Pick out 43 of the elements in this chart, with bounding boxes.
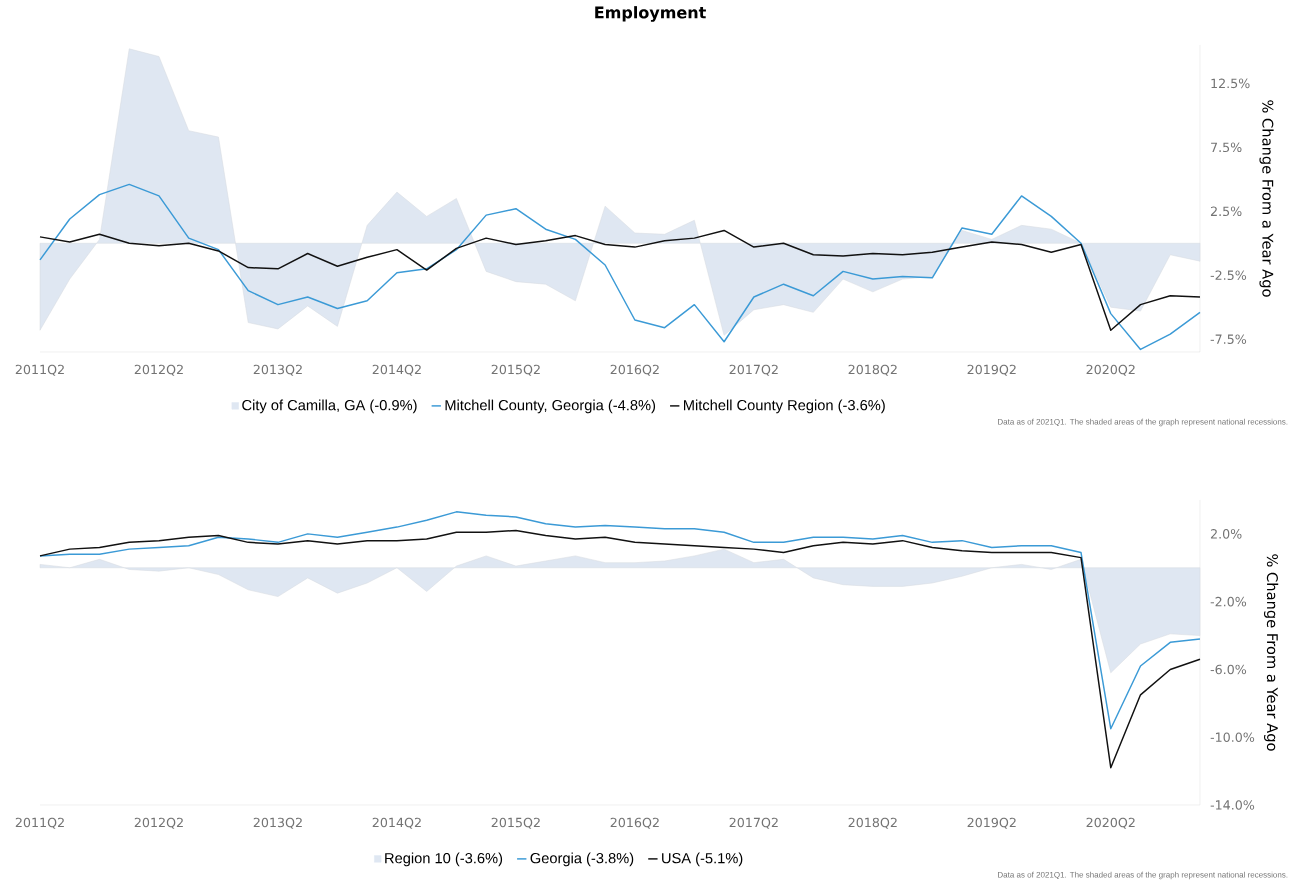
y-tick-label: -2.5% xyxy=(1210,270,1247,281)
x-tick-label: 2017Q2 xyxy=(729,817,778,829)
y-tick-label: -14.0% xyxy=(1210,800,1255,810)
x-tick-label: 2019Q2 xyxy=(967,364,1016,376)
x-tick-label: 2019Q2 xyxy=(967,817,1016,829)
legend-label: Mitchell County Region (-3.6%) xyxy=(684,399,885,414)
x-tick-label: 2013Q2 xyxy=(253,364,302,376)
text: Data as of 2021Q1. The shaded areas of the graph represent national recessions. xyxy=(998,871,1288,880)
chart-title: Employment xyxy=(595,6,706,22)
x-tick-label: 2017Q2 xyxy=(729,364,778,376)
y-tick-label: 2.0% xyxy=(1210,529,1242,539)
x-tick-label: 2015Q2 xyxy=(491,364,540,376)
y-axis-title: % Change From a Year Ago xyxy=(1259,100,1274,297)
legend-label: City of Camilla, GA (-0.9%) xyxy=(242,399,417,414)
x-tick-label: 2012Q2 xyxy=(134,364,183,376)
x-tick-label: 2015Q2 xyxy=(491,817,540,829)
x-tick-label: 2016Q2 xyxy=(610,364,659,376)
line-series xyxy=(39,511,1201,730)
x-tick-label: 2018Q2 xyxy=(848,817,897,829)
y-tick-label: -6.0% xyxy=(1210,664,1247,675)
x-tick-label: 2011Q2 xyxy=(15,364,64,376)
y-tick-label: 12.5% xyxy=(1211,78,1250,89)
line-series xyxy=(39,229,1201,331)
x-tick-label: 2013Q2 xyxy=(253,817,302,829)
y-tick-label: -10.0% xyxy=(1210,732,1255,743)
x-tick-label: 2016Q2 xyxy=(610,817,659,829)
legend-label: Region 10 (-3.6%) xyxy=(385,852,503,867)
text: Data as of 2021Q1. The shaded areas of the graph represent national recessions. xyxy=(998,418,1288,427)
legend-label: USA (-5.1%) xyxy=(662,852,743,867)
legend-label: Mitchell County, Georgia (-4.8%) xyxy=(445,399,656,414)
x-tick-label: 2020Q2 xyxy=(1086,817,1135,829)
y-tick-label: -2.0% xyxy=(1210,596,1247,607)
x-tick-label: 2020Q2 xyxy=(1086,364,1135,376)
y-tick-label: 2.5% xyxy=(1210,206,1242,217)
x-tick-label: 2018Q2 xyxy=(848,364,897,376)
y-tick-label: 7.5% xyxy=(1211,142,1242,153)
x-tick-label: 2014Q2 xyxy=(372,817,421,829)
y-tick-label: -7.5% xyxy=(1210,334,1247,344)
y-axis-title: % Change From a Year Ago xyxy=(1264,554,1279,751)
x-tick-label: 2011Q2 xyxy=(15,817,64,829)
x-tick-label: 2014Q2 xyxy=(372,364,421,376)
legend-label: Georgia (-3.8%) xyxy=(530,852,634,867)
x-tick-label: 2012Q2 xyxy=(134,817,183,829)
